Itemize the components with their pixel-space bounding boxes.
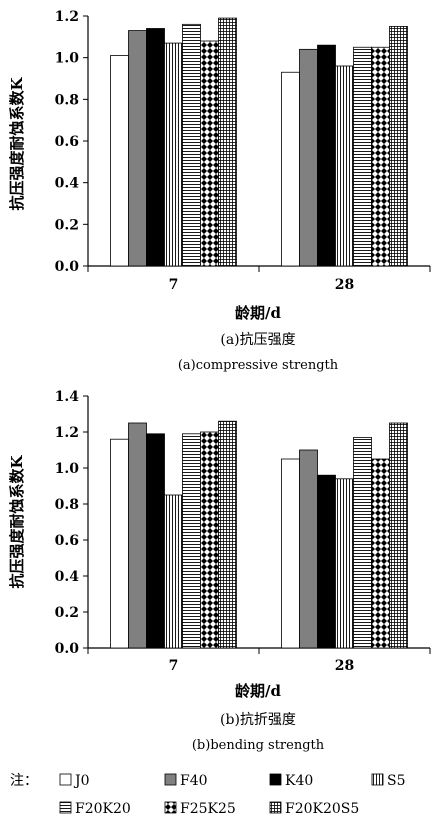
legend: 注： J0 F40 K40 S5 F20K20 F25K25 F20K20S5 (10, 773, 406, 817)
y-tick-label: 1.4 (55, 389, 80, 405)
bar-f20k20-7 (182, 433, 201, 649)
y-tick-label: 0.2 (55, 217, 79, 233)
y-tick-label: 1.2 (55, 9, 79, 25)
caption-en-a: (a)compressive strength (178, 358, 339, 373)
x-tick-label: 28 (335, 658, 354, 674)
chart-panel-b: 0.0 0.2 0.4 0.6 0.8 1.0 1.2 1.4 7 28 抗压强度耐蚀系数K 龄… (8, 389, 431, 753)
legend-swatch-f20k20 (59, 801, 72, 814)
bar-j0-28 (281, 71, 300, 267)
legend-label: F20K20S5 (285, 801, 359, 817)
chart-panel-a: 0.0 0.2 0.4 0.6 0.8 1.0 1.2 7 28 抗压强度耐蚀系数K 龄期/d… (8, 9, 431, 373)
y-tick-label: 0.8 (55, 92, 79, 108)
x-tick-label: 7 (169, 658, 179, 674)
bar-s5-7 (164, 494, 183, 649)
bar-f40-7 (128, 30, 147, 267)
y-tick-label: 0.2 (55, 605, 79, 621)
legend-swatch-s5 (371, 773, 384, 786)
bar-k40-28 (317, 44, 336, 267)
bar-f25k25-28 (371, 46, 390, 267)
y-tick-label: 1.0 (55, 461, 80, 477)
bar-f40-7 (128, 422, 147, 649)
y-tick-label: 1.2 (55, 425, 79, 441)
bar-f20k20-28 (353, 436, 372, 649)
bar-k40-7 (146, 28, 165, 267)
legend-label: S5 (387, 773, 406, 789)
legend-label: J0 (73, 773, 90, 789)
legend-label: K40 (285, 773, 313, 789)
bar-k40-28 (317, 474, 336, 649)
bar-s5-7 (164, 42, 183, 267)
bar-f20k20s5-7 (218, 420, 237, 649)
legend-swatch-f40 (164, 773, 177, 786)
caption-a: (a)抗压强度 (220, 332, 295, 348)
legend-label: F25K25 (180, 801, 236, 817)
legend-prefix: 注： (10, 773, 38, 789)
legend-label: F20K20 (75, 801, 131, 817)
y-axis-label-b: 抗压强度耐蚀系数K (8, 455, 26, 589)
y-tick-label: 0.4 (55, 569, 80, 585)
y-axis-label-a: 抗压强度耐蚀系数K (8, 77, 26, 211)
y-tick-label: 0.6 (55, 533, 79, 549)
x-axis-b: 7 28 (87, 647, 431, 674)
bars-a (110, 17, 408, 267)
y-tick-label: 1.0 (55, 51, 80, 67)
y-tick-label: 0.6 (55, 134, 79, 150)
y-tick-label: 0.4 (55, 176, 80, 192)
bar-f20k20s5-7 (218, 17, 237, 267)
bar-s5-28 (335, 478, 354, 649)
bar-f40-28 (299, 449, 318, 649)
x-axis-a: 7 28 (87, 265, 431, 293)
x-axis-label-b: 龄期/d (235, 682, 281, 700)
legend-swatch-f25k25 (164, 801, 177, 814)
bar-f25k25-7 (200, 40, 219, 267)
bar-f25k25-7 (200, 431, 219, 649)
legend-swatch-k40 (269, 773, 282, 786)
bar-s5-28 (335, 65, 354, 267)
y-axis-a: 0.0 0.2 0.4 0.6 0.8 1.0 1.2 (55, 9, 89, 275)
bar-f40-28 (299, 48, 318, 267)
bar-j0-7 (110, 55, 129, 267)
bar-f20k20s5-28 (389, 422, 408, 649)
bar-f20k20s5-28 (389, 26, 408, 267)
bar-k40-7 (146, 433, 165, 649)
bar-j0-28 (281, 458, 300, 649)
legend-label: F40 (180, 773, 208, 789)
legend-swatch-j0 (59, 773, 72, 786)
y-tick-label: 0.0 (55, 259, 80, 275)
bar-f20k20-7 (182, 23, 201, 267)
caption-en-b: (b)bending strength (192, 738, 325, 753)
legend-swatch-f20k20s5 (269, 801, 282, 814)
x-axis-label-a: 龄期/d (235, 304, 281, 322)
y-tick-label: 0.8 (55, 497, 79, 513)
bar-f25k25-28 (371, 458, 390, 649)
bar-f20k20-28 (353, 46, 372, 267)
y-tick-label: 0.0 (55, 641, 80, 657)
bars-b (110, 420, 408, 649)
caption-b: (b)抗折强度 (220, 712, 296, 728)
x-tick-label: 28 (335, 277, 354, 293)
bar-j0-7 (110, 438, 129, 649)
x-tick-label: 7 (169, 277, 179, 293)
y-axis-b: 0.0 0.2 0.4 0.6 0.8 1.0 1.2 1.4 (55, 389, 89, 657)
